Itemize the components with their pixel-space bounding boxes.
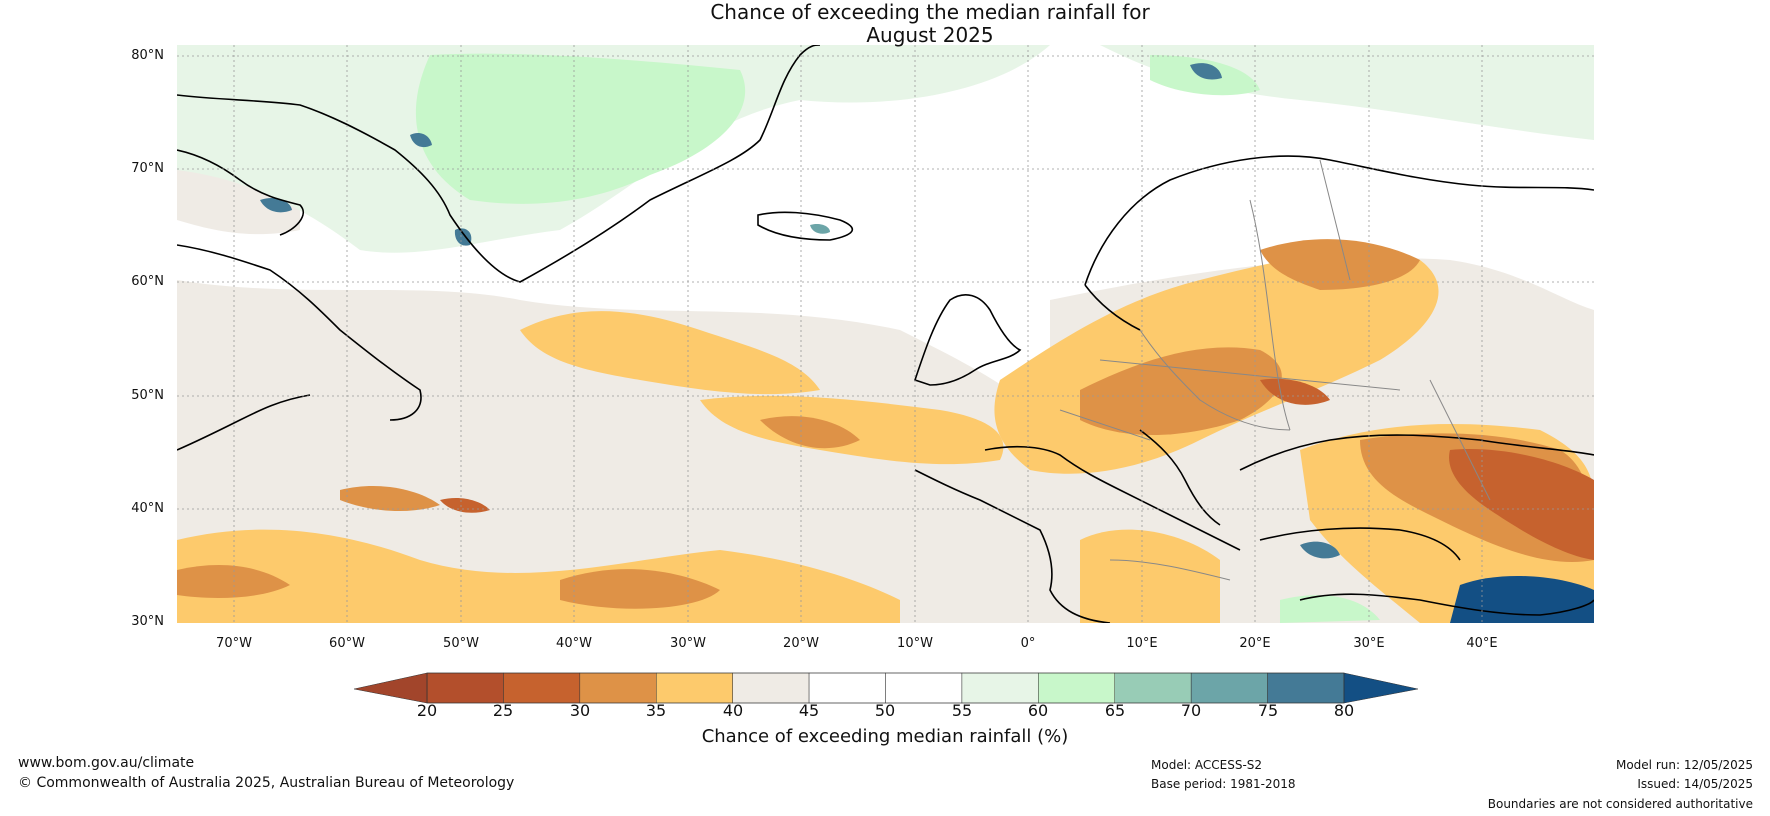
lon-label-20e: 20°E bbox=[1239, 636, 1271, 651]
footer-model-run: Model run: 12/05/2025 bbox=[1615, 758, 1753, 772]
colorbar-tick-65: 65 bbox=[1104, 701, 1126, 720]
lon-label-30w: 30°W bbox=[670, 636, 706, 651]
colorbar-segment bbox=[656, 672, 733, 704]
lon-label-30e: 30°E bbox=[1353, 636, 1385, 651]
colorbar-segment bbox=[1267, 672, 1345, 704]
footer-copyright: © Commonwealth of Australia 2025, Austra… bbox=[18, 775, 515, 791]
lon-label-40w: 40°W bbox=[556, 636, 592, 651]
lon-label-10e: 10°E bbox=[1126, 636, 1158, 651]
lat-label-50n: 50°N bbox=[131, 388, 164, 403]
colorbar-tick-75: 75 bbox=[1257, 701, 1279, 720]
colorbar-tick-55: 55 bbox=[951, 701, 973, 720]
colorbar-high-extension bbox=[1343, 672, 1419, 704]
footer-website: www.bom.gov.au/climate bbox=[18, 755, 195, 771]
colorbar-segment bbox=[1190, 672, 1268, 704]
graticule bbox=[177, 45, 1594, 623]
lat-label-30n: 30°N bbox=[131, 614, 164, 629]
footer-issued: Issued: 14/05/2025 bbox=[1637, 777, 1753, 791]
colorbar-tick-25: 25 bbox=[492, 701, 514, 720]
colorbar-segment bbox=[961, 672, 1039, 704]
colorbar-title: Chance of exceeding median rainfall (%) bbox=[701, 726, 1069, 747]
colorbar-tick-70: 70 bbox=[1180, 701, 1202, 720]
colorbar-segment bbox=[426, 672, 504, 704]
colorbar bbox=[353, 672, 1419, 704]
colorbar-segment bbox=[885, 672, 963, 704]
lon-label-50w: 50°W bbox=[443, 636, 479, 651]
lat-label-60n: 60°N bbox=[131, 274, 164, 289]
lon-label-10w: 10°W bbox=[897, 636, 933, 651]
colorbar-tick-30: 30 bbox=[569, 701, 591, 720]
lat-label-80n: 80°N bbox=[131, 48, 164, 63]
lon-label-20w: 20°W bbox=[783, 636, 819, 651]
map-title-line2: August 2025 bbox=[866, 23, 994, 47]
coastlines bbox=[177, 45, 1594, 623]
probability-65-areas bbox=[415, 53, 1380, 623]
lon-label-60w: 60°W bbox=[329, 636, 365, 651]
colorbar-segment bbox=[1038, 672, 1116, 704]
lon-label-40e: 40°E bbox=[1466, 636, 1498, 651]
colorbar-segment bbox=[579, 672, 657, 704]
colorbar-segment bbox=[1114, 672, 1192, 704]
colorbar-segment bbox=[808, 672, 886, 704]
footer-base-period: Base period: 1981-2018 bbox=[1151, 777, 1296, 791]
lon-label-0: 0° bbox=[1020, 636, 1036, 651]
colorbar-tick-80: 80 bbox=[1333, 701, 1355, 720]
footer-model: Model: ACCESS-S2 bbox=[1151, 758, 1263, 772]
colorbar-tick-60: 60 bbox=[1027, 701, 1049, 720]
lon-label-70w: 70°W bbox=[216, 636, 252, 651]
colorbar-tick-50: 50 bbox=[874, 701, 896, 720]
colorbar-tick-40: 40 bbox=[722, 701, 744, 720]
map-title-line1: Chance of exceeding the median rainfall … bbox=[710, 0, 1150, 24]
footer-disclaimer: Boundaries are not considered authoritat… bbox=[1487, 797, 1753, 811]
lat-label-40n: 40°N bbox=[131, 501, 164, 516]
colorbar-low-extension bbox=[353, 672, 428, 704]
country-borders bbox=[1059, 159, 1491, 581]
colorbar-tick-20: 20 bbox=[416, 701, 438, 720]
map-plot-area bbox=[177, 45, 1594, 623]
colorbar-segment bbox=[503, 672, 581, 704]
colorbar-tick-45: 45 bbox=[798, 701, 820, 720]
colorbar-segment bbox=[732, 672, 810, 704]
colorbar-tick-35: 35 bbox=[645, 701, 667, 720]
lat-label-70n: 70°N bbox=[131, 161, 164, 176]
